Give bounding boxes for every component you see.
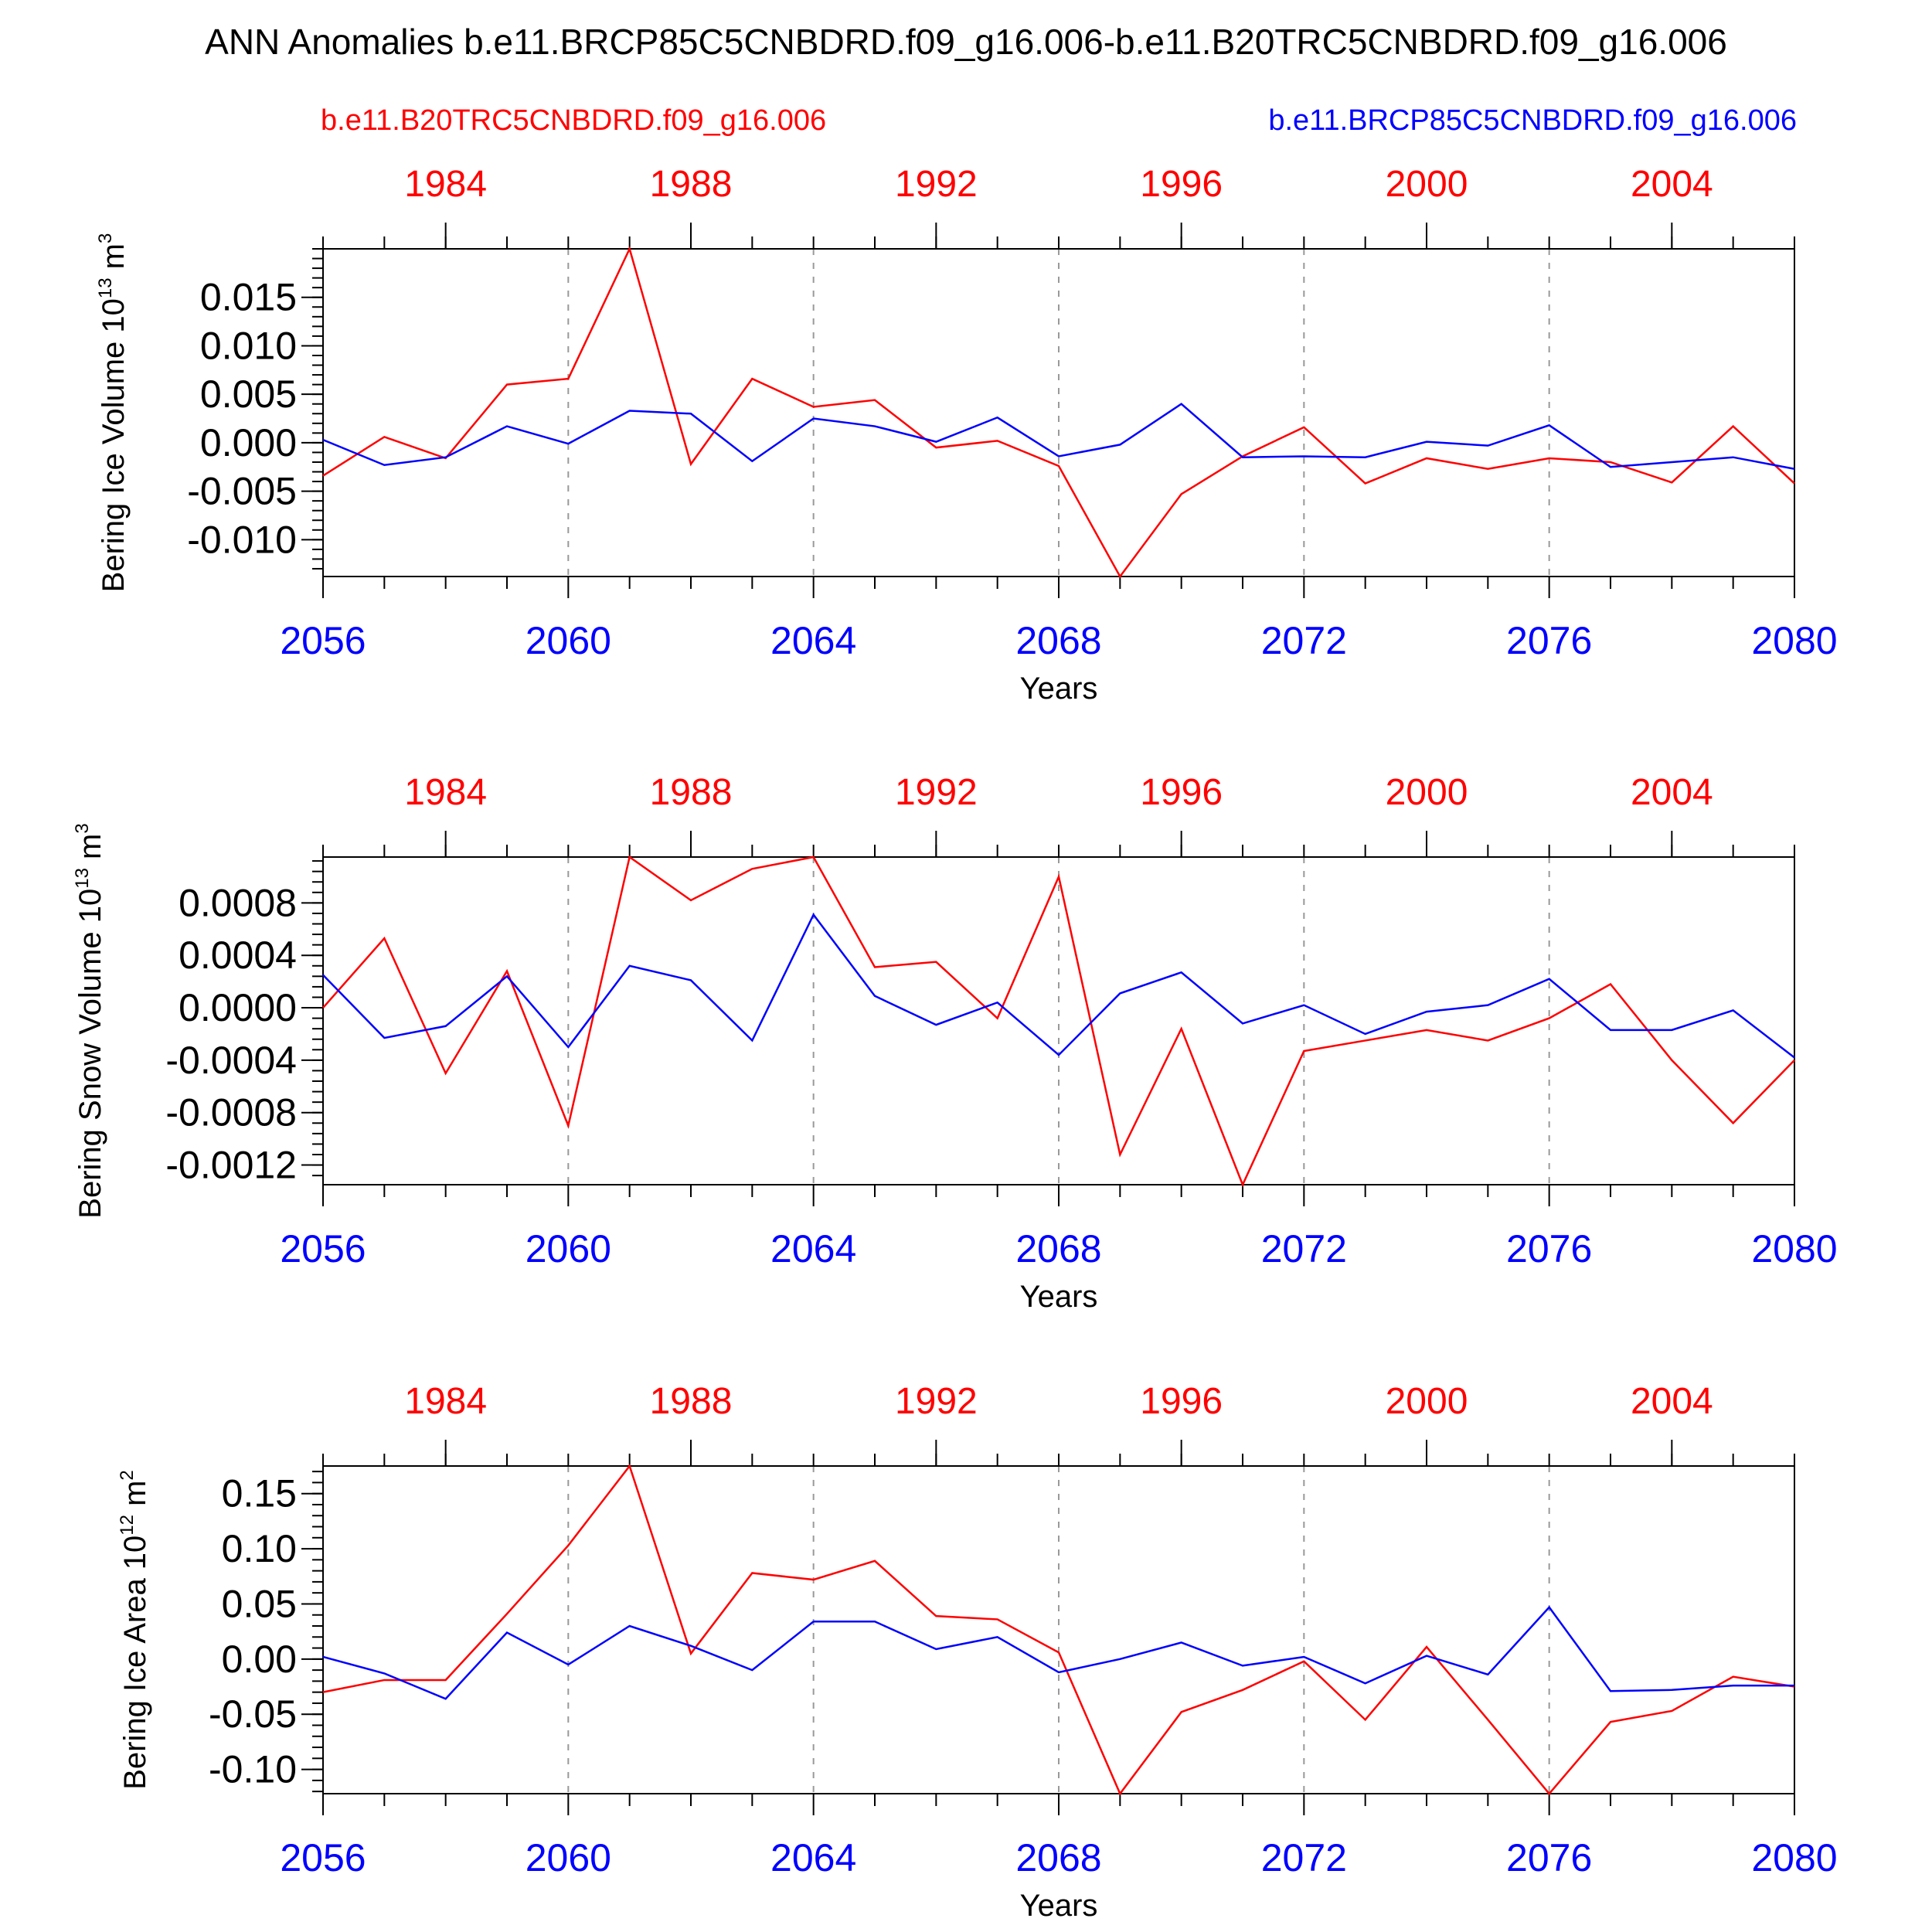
- y-axis-label-part: 13: [72, 868, 93, 889]
- y-tick-label: 0.15: [222, 1472, 297, 1515]
- y-axis-label-part: 3: [72, 823, 93, 833]
- ice-area-panel: 1984 1988 1992 1996 2000 2004 2056 2060 2064 2068…: [117, 1381, 1838, 1923]
- x-tick-label: 2064: [770, 1227, 856, 1270]
- y-tick-label: -0.0012: [165, 1144, 297, 1187]
- y-axis-label-part: 12: [117, 1515, 138, 1536]
- y-axis-label-part: 13: [95, 277, 116, 298]
- x-tick-label: 2080: [1751, 1836, 1837, 1879]
- x-axis-label: Years: [1020, 1889, 1098, 1923]
- y-tick-label: 0.00: [222, 1638, 297, 1681]
- y-axis-label-part: Bering Snow Volume 10: [73, 889, 107, 1219]
- x-tick-label: 2080: [1751, 619, 1837, 662]
- y-tick-label: 0.010: [200, 324, 297, 367]
- y-axis-label-part: 2: [117, 1470, 138, 1480]
- y-tick-label: -0.010: [187, 518, 297, 561]
- x-tick-label: 2068: [1015, 619, 1101, 662]
- top-tick-label: 2004: [1631, 164, 1713, 205]
- snow-volume-panel: 1984 1988 1992 1996 2000 2004 2056 2060 2064 2068…: [72, 772, 1838, 1314]
- y-axis-label-part: m: [73, 834, 107, 868]
- x-tick-label: 2072: [1261, 1836, 1347, 1879]
- legend-blue-label: b.e11.BRCP85C5CNBDRD.f09_g16.006: [1268, 104, 1797, 137]
- x-axis-label: Years: [1020, 1280, 1098, 1314]
- top-tick-label: 2000: [1386, 164, 1468, 205]
- y-axis-label-part: Bering Ice Volume 10: [97, 298, 131, 592]
- top-tick-label: 1984: [404, 772, 487, 813]
- y-tick-label: 0.05: [222, 1582, 297, 1625]
- x-tick-label: 2068: [1015, 1227, 1101, 1270]
- top-tick-label: 1988: [650, 772, 733, 813]
- series-line-historical: [322, 1464, 1795, 1796]
- series-line-rcp85: [322, 913, 1795, 1059]
- x-tick-label: 2076: [1506, 619, 1592, 662]
- top-tick-label: 2000: [1386, 1381, 1468, 1422]
- x-tick-label: 2072: [1261, 1227, 1347, 1270]
- y-tick-label: 0.0008: [179, 881, 297, 924]
- top-tick-label: 1984: [404, 1381, 487, 1422]
- y-axis-label-part: Bering Ice Area 10: [118, 1536, 152, 1790]
- x-tick-label: 2080: [1751, 1227, 1837, 1270]
- y-tick-label: -0.0004: [165, 1039, 297, 1082]
- x-tick-label: 2056: [280, 619, 366, 662]
- top-tick-label: 2000: [1386, 772, 1468, 813]
- x-tick-label: 2076: [1506, 1227, 1592, 1270]
- y-axis-label-part: 3: [95, 233, 116, 243]
- x-tick-label: 2064: [770, 619, 856, 662]
- top-tick-label: 1988: [650, 164, 733, 205]
- y-axis-label: Bering Ice Volume 1013 m3: [95, 233, 131, 593]
- y-tick-label: 0.0000: [179, 986, 297, 1029]
- x-tick-label: 2068: [1015, 1836, 1101, 1879]
- y-axis-label-part: m: [118, 1481, 152, 1515]
- top-tick-label: 1992: [895, 164, 978, 205]
- top-tick-label: 1988: [650, 1381, 733, 1422]
- y-tick-label: -0.0008: [165, 1091, 297, 1134]
- series-line-rcp85: [322, 1605, 1794, 1700]
- top-tick-label: 1992: [895, 772, 978, 813]
- series-line-historical: [322, 855, 1795, 1188]
- x-tick-label: 2064: [770, 1836, 856, 1879]
- x-tick-label: 2056: [280, 1227, 366, 1270]
- x-axis-label: Years: [1020, 672, 1098, 706]
- chart-title: ANN Anomalies b.e11.BRCP85C5CNBDRD.f09_g…: [205, 22, 1727, 62]
- x-tick-label: 2060: [526, 619, 611, 662]
- x-tick-label: 2060: [526, 1227, 611, 1270]
- ice-volume-panel: 1984 1988 1992 1996 2000 2004 2056 2060 2064 2068…: [95, 164, 1838, 706]
- y-tick-label: -0.005: [187, 470, 297, 513]
- y-tick-label: 0.10: [222, 1527, 297, 1570]
- x-tick-label: 2076: [1506, 1836, 1592, 1879]
- top-tick-label: 1996: [1140, 772, 1223, 813]
- top-tick-label: 1992: [895, 1381, 978, 1422]
- y-tick-label: 0.0004: [179, 934, 297, 977]
- x-tick-label: 2072: [1261, 619, 1347, 662]
- legend-red-label: b.e11.B20TRC5CNBDRD.f09_g16.006: [321, 104, 826, 137]
- y-axis-label-part: m: [97, 243, 131, 277]
- series-line-rcp85: [322, 403, 1795, 470]
- y-tick-label: 0.015: [200, 276, 297, 319]
- y-tick-label: 0.005: [200, 372, 297, 416]
- y-axis-label: Bering Snow Volume 1013 m3: [72, 823, 107, 1218]
- y-tick-label: -0.10: [209, 1748, 297, 1791]
- top-tick-label: 1996: [1140, 1381, 1223, 1422]
- x-tick-label: 2060: [526, 1836, 611, 1879]
- y-tick-label: 0.000: [200, 421, 297, 464]
- y-axis-label: Bering Ice Area 1012 m2: [117, 1470, 152, 1790]
- series-line-historical: [322, 246, 1795, 579]
- y-tick-label: -0.05: [209, 1692, 297, 1736]
- top-tick-label: 2004: [1631, 772, 1713, 813]
- top-tick-label: 1996: [1140, 164, 1223, 205]
- top-tick-label: 1984: [404, 164, 487, 205]
- x-tick-label: 2056: [280, 1836, 366, 1879]
- top-tick-label: 2004: [1631, 1381, 1713, 1422]
